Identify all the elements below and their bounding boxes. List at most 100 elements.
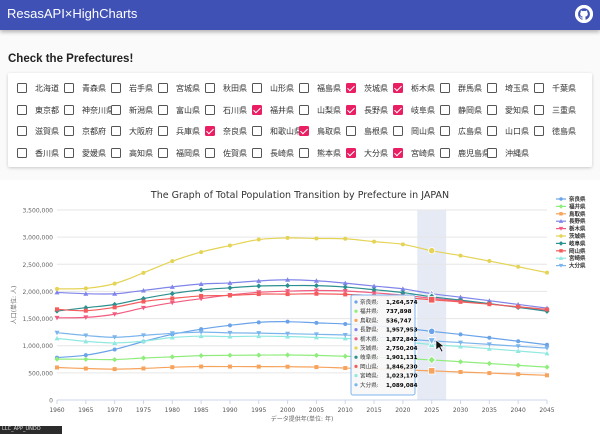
data-point[interactable] [545,373,549,378]
data-point[interactable] [285,292,290,297]
legend-marker[interactable] [559,212,563,216]
data-point[interactable] [54,330,60,336]
prefecture-checkbox-item[interactable]: 徳島県 [534,124,576,138]
prefecture-checkbox-item[interactable]: 新潟県 [111,103,153,117]
data-point[interactable] [169,354,175,360]
data-point[interactable] [285,277,291,282]
checkbox-unchecked[interactable] [440,148,450,158]
data-point[interactable] [428,296,436,304]
data-point[interactable] [458,253,463,258]
data-point[interactable] [343,292,348,297]
data-point[interactable] [314,365,319,370]
checkbox-unchecked[interactable] [158,148,168,158]
data-point[interactable] [170,296,175,301]
prefecture-checkbox-item[interactable]: 兵庫県 [158,124,200,138]
prefecture-checkbox-item[interactable]: 山口県 [487,124,529,138]
data-point[interactable] [83,333,89,339]
prefecture-checkbox-item[interactable]: 鳥取県 [299,124,341,138]
prefecture-checkbox-item[interactable]: 大阪府 [111,124,153,138]
data-point[interactable] [256,283,262,289]
legend-marker[interactable] [558,256,564,260]
checkbox-unchecked[interactable] [17,105,27,115]
prefecture-checkbox-item[interactable]: 千葉県 [534,81,576,95]
data-point[interactable] [169,300,175,306]
legend-item[interactable]: 岐阜県 [569,239,586,247]
data-point[interactable] [227,280,233,285]
data-point[interactable] [428,247,436,255]
data-point[interactable] [313,283,320,289]
prefecture-checkbox-item[interactable]: 熊本県 [299,146,341,160]
data-point[interactable] [343,366,348,371]
data-point[interactable] [427,337,437,346]
checkbox-unchecked[interactable] [111,126,121,136]
prefecture-checkbox-item[interactable]: 茨城県 [346,81,388,95]
data-point[interactable] [112,347,117,352]
data-point[interactable] [112,281,117,286]
data-point[interactable] [486,298,492,303]
checkbox-unchecked[interactable] [487,126,497,136]
data-point[interactable] [169,284,175,289]
data-point[interactable] [83,315,89,320]
data-point[interactable] [199,293,204,298]
data-point[interactable] [487,371,492,376]
data-point[interactable] [285,289,291,294]
legend-item[interactable]: 茨城県 [569,232,586,240]
data-point[interactable] [515,344,521,349]
data-point[interactable] [516,264,521,269]
data-point[interactable] [343,321,348,326]
checkbox-unchecked[interactable] [534,83,544,93]
data-point[interactable] [285,331,291,337]
data-point[interactable] [486,342,492,347]
data-point[interactable] [83,291,89,296]
checkbox-unchecked[interactable] [17,148,27,158]
checkbox-unchecked[interactable] [64,105,74,115]
legend-item[interactable]: 岡山県 [569,247,586,255]
data-point[interactable] [199,364,204,369]
data-point[interactable] [487,259,492,264]
data-point[interactable] [487,302,492,307]
data-point[interactable] [314,291,319,296]
prefecture-checkbox-item[interactable]: 島根県 [346,124,388,138]
prefecture-checkbox-item[interactable]: 栃木県 [393,81,435,95]
data-point[interactable] [313,332,319,337]
prefecture-checkbox-item[interactable]: 福井県 [252,103,294,117]
data-point[interactable] [256,320,261,325]
prefecture-checkbox-item[interactable]: 広島県 [440,124,482,138]
data-point[interactable] [112,312,118,317]
data-point[interactable] [544,350,550,356]
checkbox-unchecked[interactable] [487,148,497,158]
data-point[interactable] [515,348,521,353]
data-point[interactable] [342,335,348,341]
data-point[interactable] [170,365,175,370]
prefecture-checkbox-item[interactable]: 山梨県 [299,103,341,117]
data-point[interactable] [83,286,88,291]
data-point[interactable] [428,367,436,375]
data-point[interactable] [54,315,60,321]
checkbox-unchecked[interactable] [111,105,121,115]
prefecture-checkbox-item[interactable]: 奈良県 [205,124,247,138]
data-point[interactable] [371,290,377,296]
data-point[interactable] [544,346,550,351]
checkbox-checked[interactable] [346,148,356,158]
legend-marker[interactable] [559,197,563,201]
prefecture-checkbox-item[interactable]: 埼玉県 [487,81,529,95]
data-point[interactable] [54,289,60,295]
checkbox-unchecked[interactable] [252,126,262,136]
checkbox-checked[interactable] [393,83,403,93]
checkbox-checked[interactable] [393,148,403,158]
data-point[interactable] [198,330,204,335]
data-point[interactable] [516,339,521,344]
legend-marker[interactable] [559,249,563,253]
legend-marker[interactable] [558,226,564,231]
prefecture-checkbox-item[interactable]: 香川県 [17,146,59,160]
data-point[interactable] [400,242,405,247]
data-point[interactable] [515,362,521,368]
data-point[interactable] [112,367,117,372]
checkbox-unchecked[interactable] [111,83,121,93]
data-point[interactable] [140,355,147,361]
data-point[interactable] [342,353,348,359]
prefecture-checkbox-item[interactable]: 三重県 [534,103,576,117]
data-point[interactable] [285,235,290,240]
checkbox-unchecked[interactable] [17,126,27,136]
prefecture-checkbox-item[interactable]: 京都府 [64,124,106,138]
